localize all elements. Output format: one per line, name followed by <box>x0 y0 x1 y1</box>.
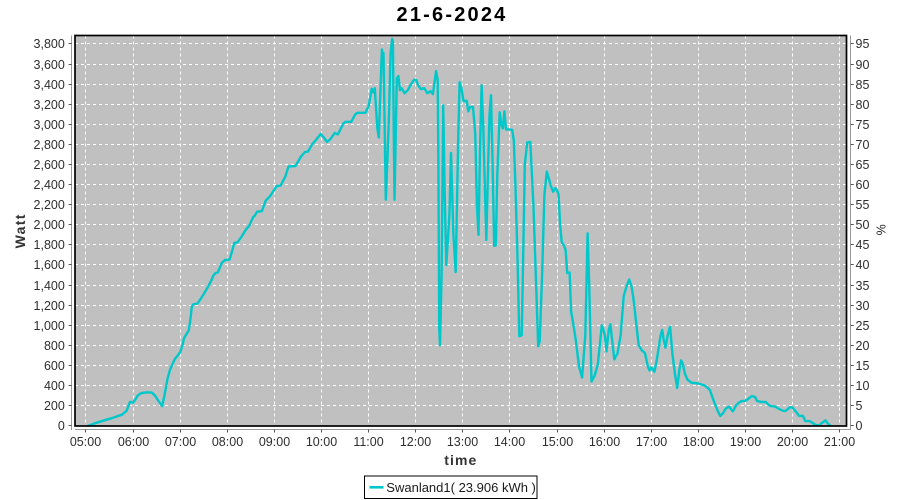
svg-text:0: 0 <box>58 419 65 433</box>
svg-text:2,800: 2,800 <box>34 138 65 152</box>
svg-text:1,800: 1,800 <box>34 238 65 252</box>
svg-text:11:00: 11:00 <box>353 435 383 449</box>
svg-text:25: 25 <box>856 319 870 333</box>
svg-text:40: 40 <box>856 258 870 272</box>
svg-text:10: 10 <box>856 379 870 393</box>
svg-text:1,600: 1,600 <box>34 258 65 272</box>
svg-text:1,000: 1,000 <box>34 319 65 333</box>
svg-text:12:00: 12:00 <box>400 435 431 449</box>
svg-text:21-6-2024: 21-6-2024 <box>397 4 508 26</box>
svg-text:17:00: 17:00 <box>636 435 667 449</box>
svg-text:3,200: 3,200 <box>34 98 65 112</box>
svg-text:1,200: 1,200 <box>34 299 65 313</box>
svg-text:09:00: 09:00 <box>259 435 290 449</box>
svg-text:200: 200 <box>44 399 65 413</box>
svg-text:14:00: 14:00 <box>494 435 525 449</box>
svg-text:600: 600 <box>44 359 65 373</box>
svg-text:75: 75 <box>856 118 870 132</box>
svg-text:45: 45 <box>856 238 870 252</box>
svg-text:Swanland1( 23.906 kWh ): Swanland1( 23.906 kWh ) <box>386 480 536 495</box>
svg-text:2,000: 2,000 <box>34 218 65 232</box>
svg-text:05:00: 05:00 <box>70 435 101 449</box>
svg-text:55: 55 <box>856 198 870 212</box>
svg-text:800: 800 <box>44 339 65 353</box>
svg-text:%: % <box>873 224 887 235</box>
svg-text:15:00: 15:00 <box>542 435 573 449</box>
svg-text:90: 90 <box>856 58 870 72</box>
svg-text:16:00: 16:00 <box>589 435 620 449</box>
svg-text:65: 65 <box>856 158 870 172</box>
svg-text:08:00: 08:00 <box>212 435 243 449</box>
svg-text:20: 20 <box>856 339 870 353</box>
svg-text:20:00: 20:00 <box>777 435 808 449</box>
svg-text:3,600: 3,600 <box>34 58 65 72</box>
svg-text:13:00: 13:00 <box>447 435 478 449</box>
svg-text:07:00: 07:00 <box>165 435 196 449</box>
svg-text:3,000: 3,000 <box>34 118 65 132</box>
svg-text:2,200: 2,200 <box>34 198 65 212</box>
svg-text:3,400: 3,400 <box>34 78 65 92</box>
svg-text:time: time <box>444 452 477 468</box>
svg-text:19:00: 19:00 <box>730 435 761 449</box>
svg-text:18:00: 18:00 <box>683 435 714 449</box>
svg-text:0: 0 <box>856 419 863 433</box>
svg-text:06:00: 06:00 <box>118 435 149 449</box>
svg-text:35: 35 <box>856 279 870 293</box>
svg-text:2,600: 2,600 <box>34 158 65 172</box>
svg-text:15: 15 <box>856 359 870 373</box>
svg-text:Watt: Watt <box>12 213 28 248</box>
svg-text:60: 60 <box>856 178 870 192</box>
svg-text:85: 85 <box>856 78 870 92</box>
svg-text:1,400: 1,400 <box>34 279 65 293</box>
svg-text:3,800: 3,800 <box>34 37 65 51</box>
svg-text:80: 80 <box>856 98 870 112</box>
svg-text:50: 50 <box>856 218 870 232</box>
svg-text:21:00: 21:00 <box>824 435 855 449</box>
svg-text:400: 400 <box>44 379 65 393</box>
svg-text:10:00: 10:00 <box>306 435 337 449</box>
svg-text:2,400: 2,400 <box>34 178 65 192</box>
svg-text:5: 5 <box>856 399 863 413</box>
svg-text:95: 95 <box>856 37 870 51</box>
svg-text:70: 70 <box>856 138 870 152</box>
svg-text:30: 30 <box>856 299 870 313</box>
